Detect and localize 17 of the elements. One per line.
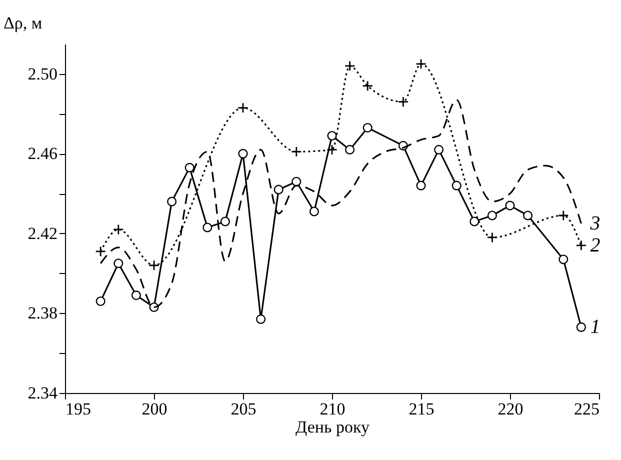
x-tick-label: 200 [142,400,168,418]
series-label: 2 [590,234,600,256]
x-tick-label: 205 [230,400,256,418]
series-label: 1 [590,316,600,338]
x-tick-label: 215 [408,400,434,418]
y-tick-label: 2.38 [28,304,58,323]
y-tick-label: 2.34 [28,384,58,402]
x-tick-label: 210 [320,400,346,418]
y-axis-title: Δρ, м [4,14,42,32]
x-tick-label: 220 [498,400,524,418]
x-axis-title: День року [296,418,370,436]
x-tick-label: 225 [574,400,600,418]
y-tick-label: 2.42 [28,224,58,243]
x-tick-label: 195 [66,400,91,418]
series-label: 3 [589,212,600,234]
y-tick-label: 2.46 [28,144,58,164]
y-tick-label: 2.50 [28,64,58,84]
